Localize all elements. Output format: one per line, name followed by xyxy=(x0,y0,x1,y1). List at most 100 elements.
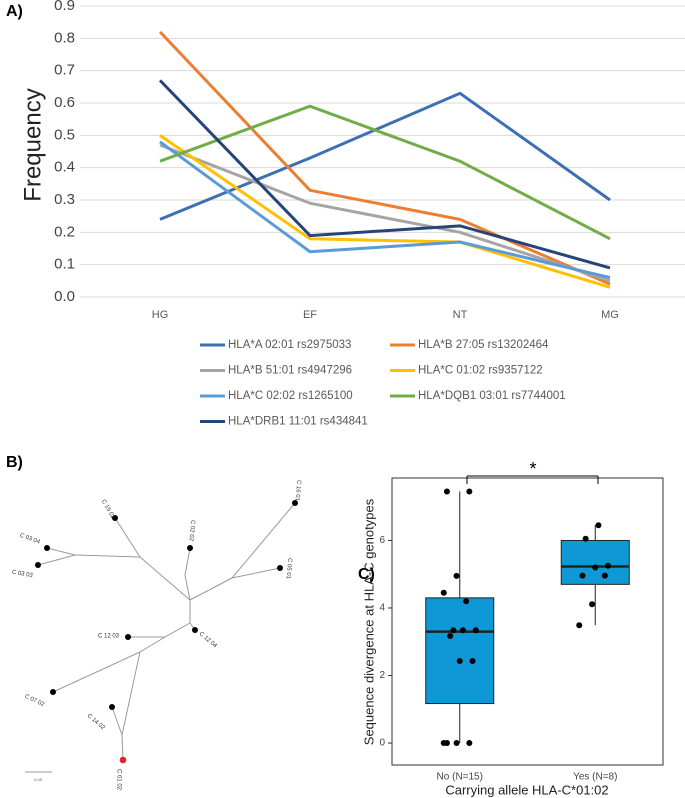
y-tick-label: 0.3 xyxy=(54,191,75,208)
branch xyxy=(37,554,76,566)
x-tick-label: NT xyxy=(453,309,468,321)
scale-label: 0.05 xyxy=(34,777,43,782)
data-point xyxy=(579,572,586,579)
data-point xyxy=(443,740,450,747)
y-tick-label: 6 xyxy=(379,535,385,546)
data-point xyxy=(582,535,589,542)
data-point xyxy=(605,562,612,569)
data-point xyxy=(576,622,583,629)
leaf-node xyxy=(112,515,118,521)
data-point xyxy=(456,658,463,665)
x-axis-title: Carrying allele HLA-C*01:02 xyxy=(445,782,608,797)
y-tick-label: 0 xyxy=(379,738,385,749)
branch xyxy=(121,734,124,761)
box xyxy=(425,597,495,705)
branch xyxy=(139,636,166,653)
leaf-label: C 07 02 xyxy=(23,694,45,709)
series-line xyxy=(158,79,611,270)
data-point xyxy=(440,589,447,596)
y-tick-label: 0.5 xyxy=(54,126,75,143)
data-point xyxy=(601,572,608,579)
branch xyxy=(164,622,191,638)
legend-label: HLA*DRB1 11:01 rs434841 xyxy=(228,416,368,428)
branch xyxy=(184,574,191,601)
leaf-node xyxy=(50,689,56,695)
data-point xyxy=(459,627,466,634)
legend-label: HLA*B 51:01 rs4947296 xyxy=(228,365,352,377)
series-line xyxy=(158,30,611,286)
legend-label: HLA*B 27:05 rs13202464 xyxy=(418,339,549,351)
branch xyxy=(231,502,296,579)
branch xyxy=(46,547,76,556)
x-tick-label: HG xyxy=(152,309,169,321)
branch xyxy=(52,651,141,693)
data-point xyxy=(589,601,596,608)
data-point xyxy=(466,740,473,747)
leaf-label: C 02 02 xyxy=(188,520,196,542)
significance-label: * xyxy=(529,459,536,479)
leaf-node xyxy=(187,545,193,551)
y-tick-label: 0.8 xyxy=(54,29,75,46)
box xyxy=(560,539,630,585)
branch xyxy=(139,556,191,601)
y-tick-label: 4 xyxy=(379,603,385,614)
data-point xyxy=(450,627,457,634)
plot-frame xyxy=(391,477,664,766)
y-tick-label: 0.6 xyxy=(54,94,75,111)
leaf-label: C 14 02 xyxy=(86,713,106,732)
legend-label: HLA*A 02:01 rs2975033 xyxy=(228,339,351,351)
y-axis-title: Sequence divergence at HLA-C genotypes xyxy=(361,498,376,745)
y-axis-title: Frequency xyxy=(19,88,46,201)
leaf-node xyxy=(292,500,298,506)
data-point xyxy=(469,658,476,665)
data-point xyxy=(592,564,599,571)
leaf-node xyxy=(44,545,50,551)
series-line xyxy=(159,140,611,280)
x-tick-label: MG xyxy=(601,309,619,321)
leaf-node xyxy=(109,704,115,710)
y-tick-label: 0.1 xyxy=(54,256,75,273)
legend-label: HLA*DQB1 03:01 rs7744001 xyxy=(418,390,566,402)
data-point xyxy=(595,522,602,529)
x-tick-label: No (N=15) xyxy=(437,772,483,783)
leaf-node xyxy=(35,562,41,568)
series-line xyxy=(159,134,611,289)
data-point xyxy=(466,488,473,495)
tree: C 15 02 C 02 02 C 16 01 C 05 01 C 03 04 … xyxy=(11,480,301,791)
branch xyxy=(231,567,281,579)
x-tick-label: EF xyxy=(303,309,317,321)
series-line xyxy=(159,104,611,241)
y-tick-label: 0.2 xyxy=(54,223,75,240)
legend-label: HLA*C 02:02 rs1265100 xyxy=(228,390,353,402)
legend-label: HLA*C 01:02 rs9357122 xyxy=(418,365,543,377)
data-point xyxy=(447,633,454,640)
series-line xyxy=(159,143,611,283)
data-point xyxy=(463,598,470,605)
data-point xyxy=(453,740,460,747)
y-tick-label: 0.0 xyxy=(54,288,75,305)
leaf-label: C 01 02 xyxy=(115,769,121,791)
leaf-label: C 05 01 xyxy=(285,558,293,580)
y-tick-label: 0.4 xyxy=(54,159,75,176)
panel-label: C) xyxy=(358,566,375,583)
leaf-node xyxy=(125,634,131,640)
y-tick-label: 0.7 xyxy=(54,62,75,79)
panel-label: A) xyxy=(6,3,23,20)
branch xyxy=(189,577,233,601)
leaf-label: C 16 01 xyxy=(294,480,302,502)
leaf-label: C 03 03 xyxy=(11,570,33,580)
branch xyxy=(184,547,191,576)
leaf-label: C 12 03 xyxy=(98,634,120,640)
data-point xyxy=(443,488,450,495)
y-tick-label: 0.9 xyxy=(54,0,75,14)
x-tick-label: Yes (N=8) xyxy=(573,772,617,783)
branch xyxy=(111,706,123,736)
leaf-label: C 03 04 xyxy=(19,533,41,546)
leaf-node xyxy=(277,565,283,571)
y-tick-label: 2 xyxy=(379,670,385,681)
panel-label: B) xyxy=(6,454,23,471)
branch xyxy=(121,651,141,736)
branch xyxy=(74,554,141,558)
leaf-label: C 15 02 xyxy=(100,499,116,521)
